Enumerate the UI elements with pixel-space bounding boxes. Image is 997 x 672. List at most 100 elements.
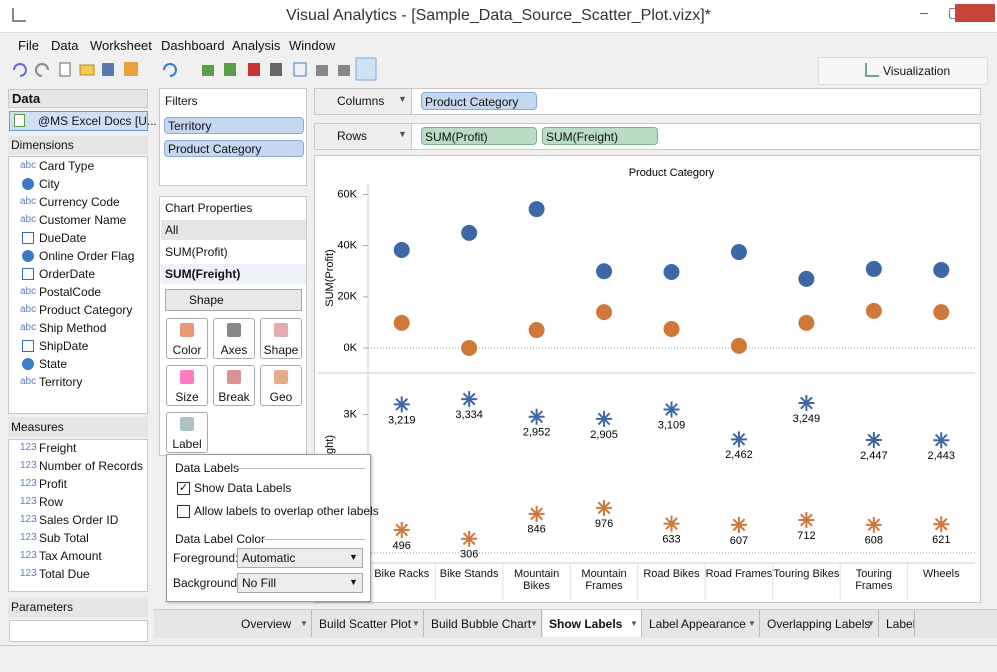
dimension-field[interactable]: OrderDate [39, 267, 96, 281]
button-label[interactable]: Color [172, 343, 202, 357]
close-button[interactable] [955, 4, 995, 22]
redo-icon[interactable] [35, 63, 49, 77]
menu-item[interactable]: Worksheet [90, 38, 152, 53]
data-point [933, 261, 950, 278]
sheet-tab[interactable]: Overview [235, 610, 312, 637]
data-point [461, 530, 478, 547]
data-point [663, 263, 680, 280]
filter-pill[interactable]: Territory [164, 117, 304, 134]
button-label[interactable]: Geo [269, 390, 293, 404]
filter-pill[interactable]: Product Category [164, 140, 304, 157]
measure-field[interactable]: Row [39, 495, 64, 509]
dimension-field[interactable]: Product Category [39, 303, 133, 317]
dimension-field[interactable]: Customer Name [39, 213, 127, 227]
shelf-pill[interactable]: SUM(Freight) [542, 127, 658, 145]
sort-desc-icon[interactable] [338, 65, 350, 76]
tab-dropdown[interactable]: ▼ [530, 619, 538, 628]
undo-icon[interactable] [13, 63, 27, 77]
data-point [528, 408, 545, 425]
dimension-field[interactable]: DueDate [39, 231, 87, 245]
visualization-tab[interactable] [818, 57, 988, 85]
dimension-field[interactable]: Ship Method [39, 321, 107, 335]
tab-dropdown[interactable]: ▼ [867, 619, 875, 628]
shelf-pill[interactable]: Product Category [421, 92, 537, 110]
dimension-field[interactable]: City [39, 177, 60, 191]
checkbox-label[interactable]: Show Data Labels [194, 481, 292, 495]
sheet-tab[interactable]: Build Scatter Plot [313, 610, 424, 637]
add-sheet-icon[interactable] [202, 65, 214, 76]
shelf-dropdown[interactable]: ▼ [398, 129, 407, 139]
menu-item[interactable]: Dashboard [161, 38, 225, 53]
dimension-field[interactable]: ShipDate [39, 339, 89, 353]
parameters-list [9, 620, 148, 642]
duplicate-icon[interactable] [224, 63, 236, 76]
tab-dropdown[interactable]: ▼ [412, 619, 420, 628]
button-label[interactable]: Size [175, 390, 199, 404]
mark-type-select[interactable]: Shape [165, 289, 302, 311]
x-tick-label: Touring Frames [855, 568, 893, 592]
sheet-tab[interactable]: Overlapping Labels [761, 610, 879, 637]
property-row[interactable]: SUM(Freight) [161, 264, 306, 284]
geo-icon [22, 178, 34, 190]
dimension-field[interactable]: State [39, 357, 68, 371]
property-button[interactable] [166, 318, 208, 359]
data-point [393, 241, 410, 258]
property-row[interactable]: All [161, 220, 306, 240]
menu-item[interactable]: Analysis [232, 38, 281, 53]
dimension-field[interactable]: Card Type [39, 159, 95, 173]
save-icon[interactable] [102, 63, 114, 76]
sheet-tab[interactable]: Build Bubble Chart [425, 610, 542, 637]
measure-field[interactable]: Tax Amount [39, 549, 102, 563]
measure-field[interactable]: Number of Records [39, 459, 144, 473]
menu-item[interactable]: Window [289, 38, 336, 53]
measure-field[interactable]: Sales Order ID [39, 513, 119, 527]
window-controls[interactable]: –▢ [920, 4, 982, 20]
clear-icon[interactable] [248, 63, 260, 76]
sheet-tab[interactable]: Show Labels [543, 610, 642, 637]
shelf-dropdown[interactable]: ▼ [398, 94, 407, 104]
new-icon[interactable] [59, 62, 71, 77]
toolbar [8, 57, 378, 83]
button-label[interactable]: Axes [220, 343, 248, 357]
dimension-field[interactable]: Online Order Flag [39, 249, 135, 263]
checkbox[interactable] [177, 505, 190, 518]
x-tick-label: Bike Stands [439, 568, 499, 580]
property-row[interactable]: SUM(Profit) [165, 245, 228, 259]
measure-field[interactable]: Sub Total [39, 531, 89, 545]
shelf-pill[interactable]: SUM(Profit) [421, 127, 537, 145]
sort-asc-icon[interactable] [316, 65, 328, 76]
menu-item[interactable]: Data [51, 38, 79, 53]
measure-field[interactable]: Total Due [39, 567, 90, 581]
sheet-tab[interactable]: Label Appearance [643, 610, 760, 637]
checkbox[interactable]: ✓ [177, 482, 190, 495]
select-box[interactable]: No Fill [237, 573, 363, 593]
title-bar [0, 0, 997, 33]
button-label[interactable]: Label [172, 437, 202, 451]
dimension-field[interactable]: Territory [39, 375, 83, 389]
tab-dropdown[interactable]: ▼ [748, 619, 756, 628]
data-source[interactable]: @MS Excel Docs [U... [9, 111, 157, 131]
sheet-tab[interactable]: Label [880, 610, 915, 637]
fit-icon[interactable] [355, 57, 377, 81]
checkbox-label[interactable]: Allow labels to overlap other labels [194, 504, 379, 518]
visualization-tab-label[interactable]: Visualization [883, 64, 951, 78]
open-icon[interactable] [79, 64, 95, 76]
swap-icon[interactable] [270, 63, 282, 76]
button-label[interactable]: Shape [263, 343, 299, 357]
dimension-field[interactable]: Currency Code [39, 195, 120, 209]
tab-dropdown[interactable]: ▼ [630, 619, 638, 628]
measure-field[interactable]: Freight [39, 441, 77, 455]
wand-icon[interactable] [124, 62, 138, 76]
data-point [730, 431, 747, 448]
button-icon [227, 323, 241, 337]
dimension-field[interactable]: PostalCode [39, 285, 102, 299]
button-label[interactable]: Break [218, 390, 250, 404]
menu-item[interactable]: File [18, 38, 39, 53]
tab-dropdown[interactable]: ▼ [300, 619, 308, 628]
select-icon[interactable] [293, 62, 307, 77]
field-type: abc [20, 304, 37, 315]
select-box[interactable]: Automatic [237, 548, 363, 568]
measure-field[interactable]: Profit [39, 477, 68, 491]
field-label: Foreground: [173, 551, 239, 565]
refresh-icon[interactable] [163, 63, 177, 77]
